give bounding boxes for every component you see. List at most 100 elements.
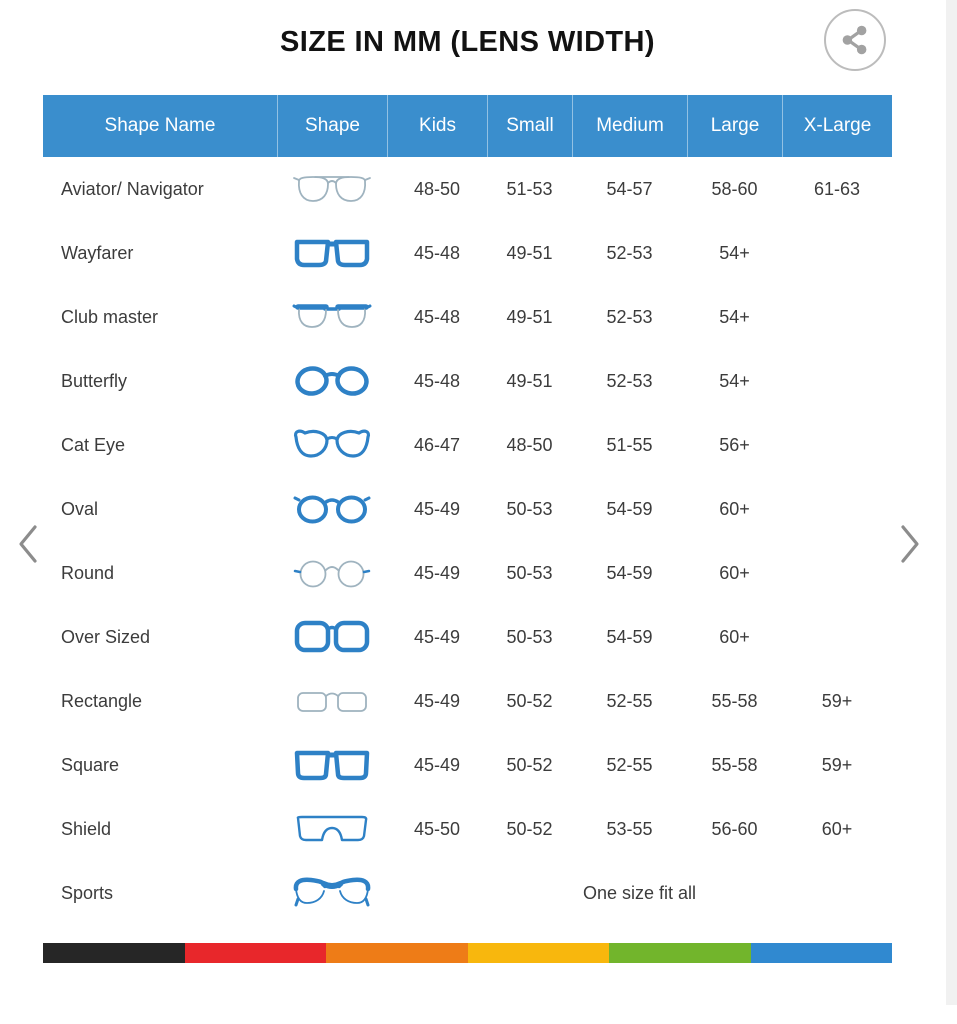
size-cell-medium: 52-55 (606, 690, 653, 711)
table-row: Over Sized 45-49 50-53 54-59 60+ (43, 605, 892, 669)
column-header-medium: Medium (572, 95, 687, 157)
size-cell-large: 60+ (719, 562, 750, 583)
right-edge-gutter (946, 0, 957, 1005)
chevron-right-icon (898, 522, 922, 566)
size-cell-kids: 45-49 (413, 562, 461, 583)
shape-name-cell: Square (61, 754, 120, 775)
table-row: Butterfly 45-48 49-51 52-53 54+ (43, 349, 892, 413)
table-row: Aviator/ Navigator 48-50 51-53 54-57 58-60 61… (43, 157, 892, 221)
size-cell-medium: 54-59 (606, 498, 653, 519)
size-cell-kids: 45-49 (413, 690, 461, 711)
column-header-shape-name: Shape Name (104, 115, 216, 136)
table-row: Round 45-49 50-53 54-59 60+ (43, 541, 892, 605)
wayfarer-glasses-icon (292, 232, 372, 274)
column-header-kids: Kids (387, 95, 487, 157)
size-cell-large: 54+ (719, 242, 750, 263)
size-cell-x-large: 60+ (821, 818, 853, 839)
shape-name-cell: Rectangle (61, 690, 143, 711)
rectangle-glasses-icon (292, 680, 372, 722)
butterfly-glasses-icon (292, 360, 372, 402)
column-header-large: Large (687, 95, 782, 157)
table-body: Aviator/ Navigator 48-50 51-53 54-57 58-60 61… (43, 157, 892, 925)
size-cell-small: 50-52 (506, 818, 553, 839)
size-cell-x-large: 59+ (821, 690, 853, 711)
column-header-x-large: X-Large (782, 95, 892, 157)
table-row: Shield 45-50 50-52 53-55 56-60 60+ (43, 797, 892, 861)
size-cell-large: 56+ (719, 434, 750, 455)
table-row: Cat Eye 46-47 48-50 51-55 56+ (43, 413, 892, 477)
size-cell-medium: 54-57 (606, 178, 653, 199)
share-button[interactable] (824, 9, 886, 71)
table-row: Club master 45-48 49-51 52-53 54+ (43, 285, 892, 349)
size-cell-small: 50-53 (506, 562, 553, 583)
size-cell-x-large (782, 221, 892, 285)
size-cell-x-large (782, 477, 892, 541)
size-cell-kids: 45-49 (413, 498, 461, 519)
shape-icon-cell (277, 221, 387, 285)
size-cell-large: 56-60 (711, 818, 758, 839)
size-cell-large: 54+ (719, 370, 750, 391)
size-cell-small: 49-51 (506, 370, 553, 391)
size-cell-large: 58-60 (711, 178, 758, 199)
chevron-left-icon (16, 522, 40, 566)
size-cell-kids: 46-47 (413, 434, 461, 455)
size-cell-kids: 45-49 (413, 754, 461, 775)
size-cell-medium: 52-53 (606, 370, 653, 391)
shape-name-cell: Sports (61, 882, 114, 903)
shape-icon-cell (277, 157, 387, 221)
size-cell-large: 55-58 (711, 690, 758, 711)
color-stripe (43, 943, 185, 963)
shape-name-cell: Shield (61, 818, 112, 839)
size-cell-large: 60+ (719, 498, 750, 519)
sports-glasses-icon (292, 872, 372, 914)
shield-glasses-icon (292, 808, 372, 850)
size-cell-large: 60+ (719, 626, 750, 647)
shape-name-cell: Club master (61, 306, 159, 327)
size-cell-medium: 53-55 (606, 818, 653, 839)
shape-name-cell: Butterfly (61, 370, 128, 391)
round-glasses-icon (292, 552, 372, 594)
size-cell-small: 50-53 (506, 626, 553, 647)
color-stripe (750, 943, 892, 963)
carousel-next-button[interactable] (896, 521, 924, 567)
size-cell-kids: 45-48 (413, 306, 461, 327)
cateye-glasses-icon (292, 424, 372, 466)
one-size-cell: One size fit all (582, 882, 697, 903)
size-cell-kids: 48-50 (413, 178, 461, 199)
shape-name-cell: Oval (61, 498, 99, 519)
shape-icon-cell (277, 797, 387, 861)
shape-icon-cell (277, 541, 387, 605)
table-row: Oval 45-49 50-53 54-59 60+ (43, 477, 892, 541)
size-cell-x-large (782, 605, 892, 669)
size-cell-x-large (782, 349, 892, 413)
shape-icon-cell (277, 733, 387, 797)
size-cell-kids: 45-49 (413, 626, 461, 647)
table-row: Sports One size fit all (43, 861, 892, 925)
share-icon (836, 21, 874, 59)
square-glasses-icon (292, 744, 372, 786)
footer-color-stripes (43, 943, 892, 963)
size-cell-x-large: 59+ (821, 754, 853, 775)
size-cell-large: 54+ (719, 306, 750, 327)
size-cell-large: 55-58 (711, 754, 758, 775)
shape-icon-cell (277, 285, 387, 349)
oval-glasses-icon (292, 488, 372, 530)
table-row: Rectangle 45-49 50-52 52-55 55-58 59+ (43, 669, 892, 733)
shape-icon-cell (277, 349, 387, 413)
column-header-small: Small (487, 95, 572, 157)
table-row: Square 45-49 50-52 52-55 55-58 59+ (43, 733, 892, 797)
size-cell-x-large (782, 413, 892, 477)
shape-name-cell: Wayfarer (61, 242, 134, 263)
shape-name-cell: Over Sized (61, 626, 151, 647)
oversized-glasses-icon (292, 616, 372, 658)
size-cell-medium: 52-55 (606, 754, 653, 775)
color-stripe (467, 943, 609, 963)
shape-icon-cell (277, 477, 387, 541)
shape-icon-cell (277, 669, 387, 733)
shape-icon-cell (277, 861, 387, 925)
aviator-glasses-icon (292, 168, 372, 210)
size-cell-small: 51-53 (506, 178, 553, 199)
carousel-prev-button[interactable] (14, 521, 42, 567)
size-cell-small: 50-53 (506, 498, 553, 519)
size-cell-medium: 51-55 (606, 434, 653, 455)
